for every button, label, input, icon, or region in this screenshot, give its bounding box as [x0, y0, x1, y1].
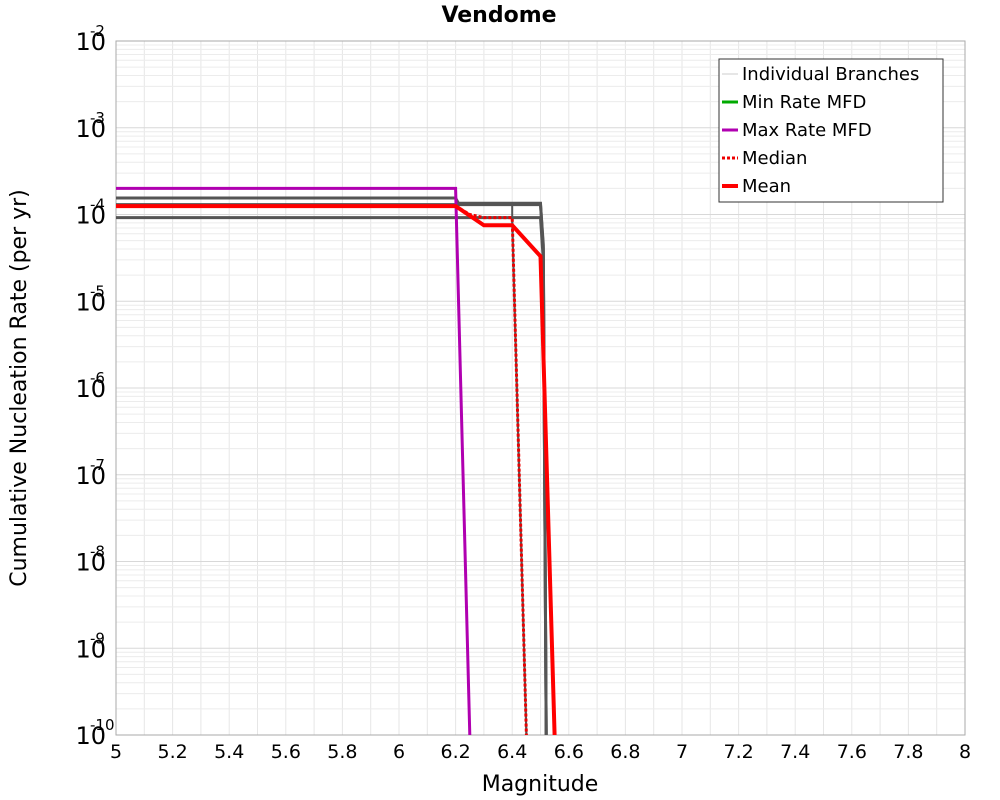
x-tick-label: 5.8: [327, 741, 357, 763]
legend-label: Min Rate MFD: [742, 92, 866, 113]
legend-label: Mean: [742, 176, 791, 197]
x-tick-label: 8: [959, 741, 971, 763]
series-line-individual-branches-0: [116, 203, 548, 736]
y-tick-base: 10: [75, 375, 106, 403]
y-tick-label: 10-4: [75, 196, 106, 230]
x-axis-ticks: 5 5.2 5.4 5.6 5.8 6 6.2 6.4 6.6 6.8 7 7.2 7.4 7.6 7.8 8: [110, 741, 971, 763]
y-tick-exponent: -10: [90, 716, 115, 734]
y-tick-exponent: -6: [90, 369, 105, 387]
series-line-max-rate-mfd-5: [116, 186, 472, 736]
x-tick-label: 6.4: [497, 741, 527, 763]
x-tick-label: 7.8: [893, 741, 923, 763]
x-tick-label: 5.4: [214, 741, 244, 763]
y-tick-exponent: -9: [90, 629, 105, 647]
y-tick-base: 10: [75, 288, 106, 316]
x-tick-label: 5.6: [271, 741, 301, 763]
x-tick-label: 5.2: [157, 741, 187, 763]
y-tick-exponent: -8: [90, 543, 105, 561]
y-tick-exponent: -7: [90, 456, 105, 474]
x-tick-label: 6: [393, 741, 405, 763]
x-tick-label: 6.8: [610, 741, 640, 763]
x-tick-label: 5: [110, 741, 122, 763]
y-tick-label: 10-6: [75, 369, 106, 403]
plot-area: [115, 40, 966, 736]
y-tick-exponent: -2: [90, 22, 105, 40]
y-axis-label: Cumulative Nucleation Rate (per yr): [7, 189, 32, 587]
y-tick-base: 10: [75, 635, 106, 663]
legend-box: [718, 58, 944, 203]
chart-title: Vendome: [441, 3, 556, 28]
x-tick-label: 7.2: [723, 741, 753, 763]
y-tick-base: 10: [75, 722, 106, 750]
x-tick-label: 6.6: [554, 741, 584, 763]
x-tick-label: 7: [676, 741, 688, 763]
y-tick-exponent: -5: [90, 282, 105, 300]
y-tick-exponent: -4: [90, 196, 105, 214]
y-tick-label: 10-7: [75, 456, 106, 490]
series-layer: [116, 186, 557, 736]
x-tick-label: 7.6: [837, 741, 867, 763]
legend: Individual Branches Min Rate MFD Max Rate …: [718, 58, 944, 203]
y-tick-base: 10: [75, 115, 106, 143]
y-tick-label: 10-8: [75, 543, 106, 577]
y-tick-base: 10: [75, 462, 106, 490]
legend-label: Median: [742, 148, 807, 169]
series-line-median-6: [116, 204, 528, 736]
x-tick-label: 7.4: [780, 741, 810, 763]
y-tick-label: 10-2: [75, 22, 106, 56]
series-line-individual-branches-1: [116, 216, 548, 736]
y-tick-label: 10-3: [75, 109, 106, 143]
y-tick-label: 10-10: [75, 716, 114, 750]
legend-label: Max Rate MFD: [742, 120, 872, 141]
series-line-individual-branches-4: [116, 196, 548, 736]
legend-label: Individual Branches: [742, 64, 919, 85]
y-tick-base: 10: [75, 202, 106, 230]
series-line-mean-7: [116, 204, 557, 736]
y-tick-base: 10: [75, 28, 106, 56]
y-tick-exponent: -3: [90, 109, 105, 127]
y-tick-base: 10: [75, 549, 106, 577]
x-tick-label: 6.2: [440, 741, 470, 763]
y-tick-label: 10-5: [75, 282, 106, 316]
y-tick-label: 10-9: [75, 629, 106, 663]
x-axis-label: Magnitude: [482, 772, 599, 797]
